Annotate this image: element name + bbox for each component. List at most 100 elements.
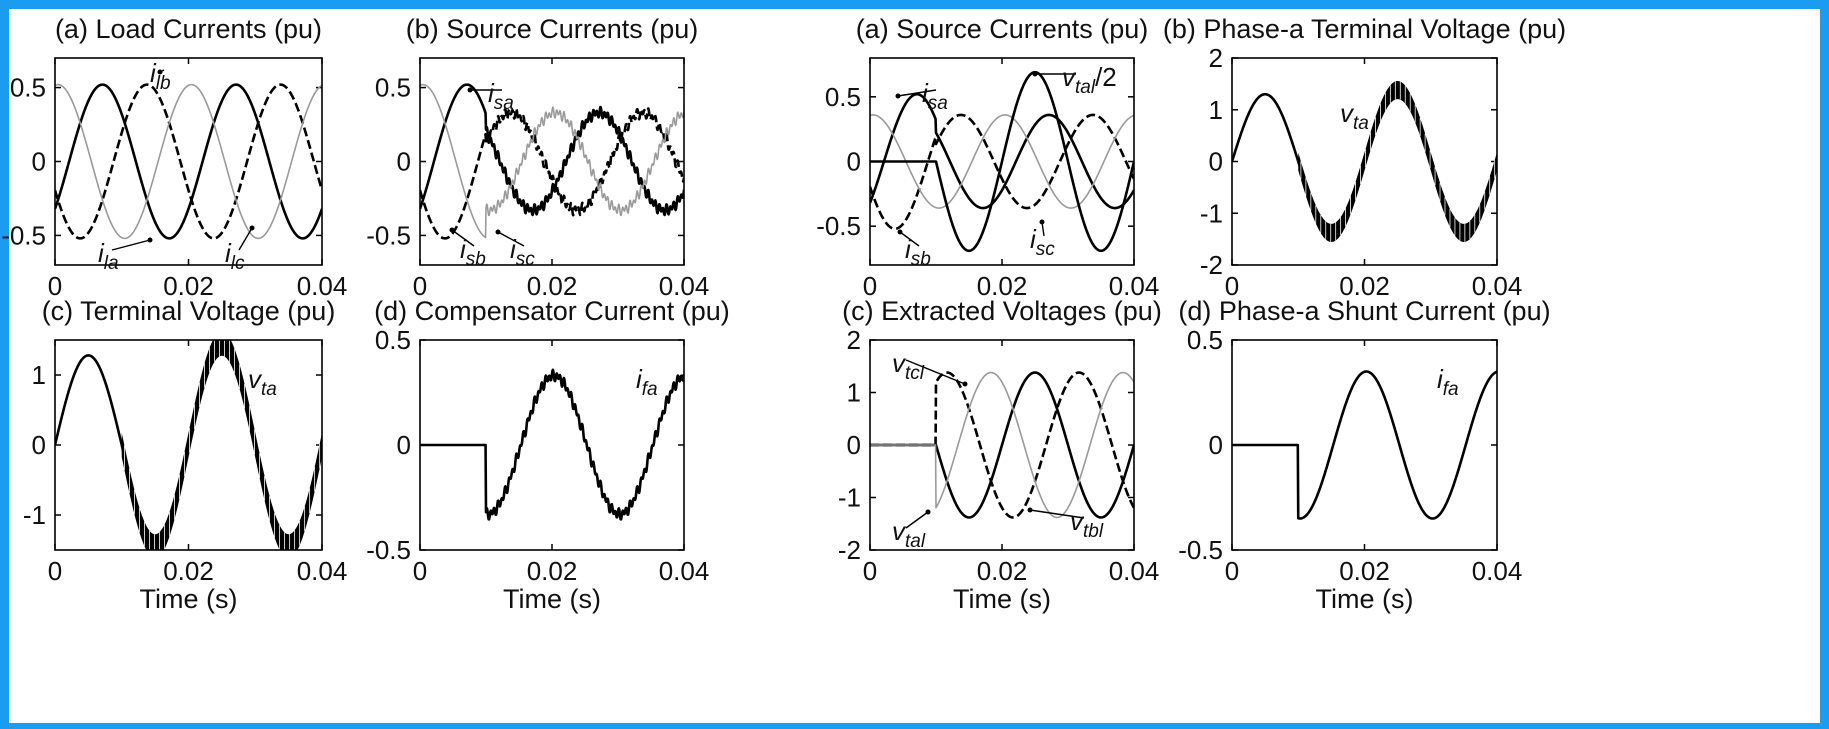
annotation-arrow-head xyxy=(897,229,903,235)
y-tick-label: 0 xyxy=(1209,430,1223,460)
annotation-label: vta xyxy=(248,364,277,400)
y-tick-label: 0.5 xyxy=(375,325,411,355)
y-tick-label: -0.5 xyxy=(366,220,411,250)
series-line-i-lb xyxy=(55,83,322,240)
plot-frame xyxy=(419,339,685,551)
y-tick-label: 0.5 xyxy=(375,73,411,103)
x-tick-label: 0.04 xyxy=(297,271,348,301)
x-axis-label: Time (s) xyxy=(953,584,1051,614)
x-tick-label: 0.04 xyxy=(1109,271,1160,301)
x-tick-label: 0.04 xyxy=(1109,556,1160,586)
annotation-arrow xyxy=(905,511,929,529)
series-line-i-lc xyxy=(55,83,322,240)
chart-p3: (c) Terminal Voltage (pu)0 0.02 0.04-101Ti… xyxy=(23,296,347,614)
series-line-v-tal-2 xyxy=(870,70,1134,253)
plot-frame xyxy=(869,339,1135,551)
y-tick-label: -1 xyxy=(1200,198,1223,228)
annotation-arrow-head xyxy=(249,225,255,231)
plot-frame xyxy=(869,57,1135,266)
chart-p5: (a) Source Currents (pu)0 0.02 0.04-0.500.… xyxy=(816,14,1159,301)
annotation-label: isc xyxy=(1030,224,1055,260)
annotation-label: vtbl xyxy=(1070,506,1104,542)
annotation-arrow-head xyxy=(925,509,931,515)
x-tick-label: 0.02 xyxy=(977,556,1028,586)
x-tick-label: 0.04 xyxy=(1472,271,1523,301)
x-tick-label: 0 xyxy=(1225,556,1239,586)
chart-p2: (b) Source Currents (pu)0 0.02 0.04-0.500.… xyxy=(366,14,709,301)
annotation-arrow xyxy=(111,239,151,251)
plot-frame xyxy=(1231,57,1498,266)
chart-p6: (b) Phase-a Terminal Voltage (pu) 0 0.02 0.… xyxy=(1163,14,1566,301)
annotation-label: isa xyxy=(922,78,948,114)
y-tick-label: -1 xyxy=(838,483,861,513)
series-line-i-sa xyxy=(870,92,1134,210)
annotation-arrow-head xyxy=(1027,507,1033,513)
y-tick-label: 0.5 xyxy=(10,73,46,103)
series-line-i-sb xyxy=(870,113,1134,231)
x-tick-label: 0.02 xyxy=(163,556,214,586)
chart-p1: (a) Load Currents (pu)0 0.02 0.04-0.500.5i… xyxy=(1,14,347,301)
chart-p7: (c) Extracted Voltages (pu) 0 0.02 0.04 -2 -1… xyxy=(838,296,1162,614)
x-tick-label: 0.02 xyxy=(527,556,578,586)
annotation-label: isb xyxy=(905,234,931,270)
series-band-v-ta xyxy=(121,340,322,550)
annotation-label: ifa xyxy=(636,364,658,400)
annotation-arrow xyxy=(497,231,525,247)
annotation-label: isb xyxy=(460,234,486,270)
annotation-arrow xyxy=(451,229,475,247)
x-axis-label: Time (s) xyxy=(140,584,238,614)
annotation-arrow-head xyxy=(962,381,968,387)
annotation-arrow-head xyxy=(495,229,501,235)
y-tick-label: 1 xyxy=(1209,95,1223,125)
plot-frame xyxy=(54,339,323,551)
y-tick-label: 0 xyxy=(847,147,861,177)
y-tick-label: 0 xyxy=(1209,147,1223,177)
y-tick-label: -2 xyxy=(838,535,861,565)
chart-title: (a) Load Currents (pu) xyxy=(55,14,322,44)
x-tick-label: 0.02 xyxy=(163,271,214,301)
chart-title: (c) Terminal Voltage (pu) xyxy=(42,296,336,326)
y-tick-label: -0.5 xyxy=(366,535,411,565)
x-tick-label: 0.02 xyxy=(1339,556,1390,586)
annotation-label: vtcl xyxy=(892,348,925,384)
y-tick-label: 1 xyxy=(847,378,861,408)
chart-p8: (d) Phase-a Shunt Current (pu) 0 0.02 0.04 -… xyxy=(1178,296,1550,614)
annotation-arrow xyxy=(1029,509,1085,519)
x-tick-label: 0 xyxy=(48,556,62,586)
x-tick-label: 0 xyxy=(863,556,877,586)
annotation-arrow xyxy=(905,359,966,385)
x-tick-label: 0 xyxy=(863,271,877,301)
y-tick-label: -2 xyxy=(1200,250,1223,280)
annotation-arrow xyxy=(899,231,920,247)
x-axis-label: Time (s) xyxy=(1316,584,1414,614)
annotation-arrow-head xyxy=(449,227,455,233)
x-tick-label: 0.02 xyxy=(977,271,1028,301)
annotation-label: ilb xyxy=(150,58,171,94)
annotation-label: vtal/2 xyxy=(1062,62,1117,98)
annotation-arrow xyxy=(897,89,937,97)
chart-title: (b) Phase-a Terminal Voltage (pu) xyxy=(1163,14,1566,44)
chart-title: (b) Source Currents (pu) xyxy=(406,14,699,44)
annotation-label: isc xyxy=(510,234,535,270)
x-tick-label: 0 xyxy=(413,556,427,586)
chart-title: (c) Extracted Voltages (pu) xyxy=(842,296,1162,326)
annotation-arrow xyxy=(238,227,253,251)
chart-p4: (d) Compensator Current (pu) 0 0.02 0.04 -0.… xyxy=(366,296,730,614)
x-axis-label: Time (s) xyxy=(503,584,601,614)
series-line-i-sa xyxy=(420,83,684,217)
y-tick-label: 1 xyxy=(32,360,46,390)
annotation-label: ila xyxy=(98,238,119,274)
y-tick-label: 0 xyxy=(397,147,411,177)
y-tick-label: 2 xyxy=(1209,43,1223,73)
series-line-i-fa xyxy=(1232,370,1497,520)
x-tick-label: 0.02 xyxy=(1339,271,1390,301)
x-tick-label: 0.02 xyxy=(527,271,578,301)
chart-title: (a) Source Currents (pu) xyxy=(856,14,1149,44)
series-line-v-tcl xyxy=(870,371,1134,519)
chart-title: (d) Phase-a Shunt Current (pu) xyxy=(1178,296,1550,326)
annotation-label: vta xyxy=(1340,98,1369,134)
series-line-i-la xyxy=(55,83,322,240)
y-tick-label: -1 xyxy=(23,500,46,530)
